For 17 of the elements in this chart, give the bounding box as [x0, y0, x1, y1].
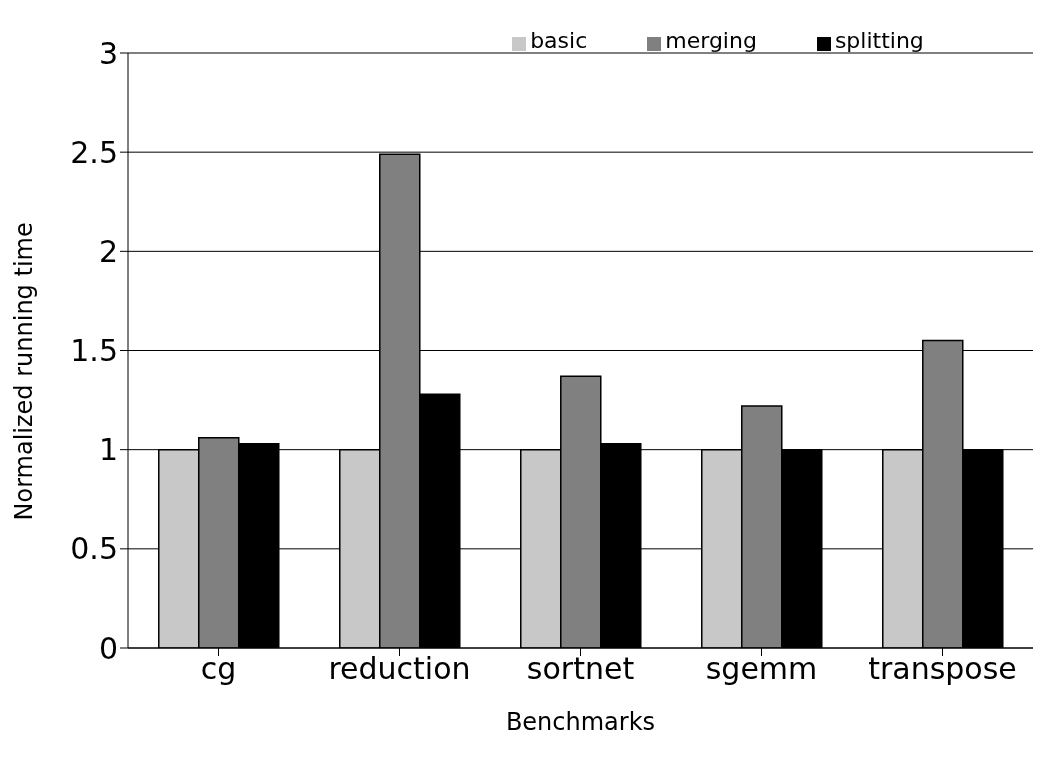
y-tick-label: 1.5 [70, 333, 118, 369]
x-tick-label: transpose [868, 651, 1017, 687]
legend-label: merging [665, 28, 757, 53]
x-tick-label: reduction [328, 651, 471, 687]
legend-label: basic [530, 28, 588, 53]
y-axis-title: Normalized running time [9, 222, 38, 521]
legend-label: splitting [834, 28, 924, 53]
x-tick-label: sortnet [526, 651, 635, 687]
x-tick-label: sgemm [705, 651, 818, 687]
x-tick-label: cg [200, 651, 237, 687]
x-axis-title: Benchmarks [505, 708, 656, 736]
y-tick-label: 0 [98, 630, 118, 666]
y-tick-label: 0.5 [70, 531, 118, 567]
y-tick-label: 3 [98, 35, 118, 71]
y-tick-label: 1 [98, 432, 118, 468]
y-tick-label: 2.5 [70, 134, 118, 170]
y-tick-label: 2 [98, 233, 118, 269]
